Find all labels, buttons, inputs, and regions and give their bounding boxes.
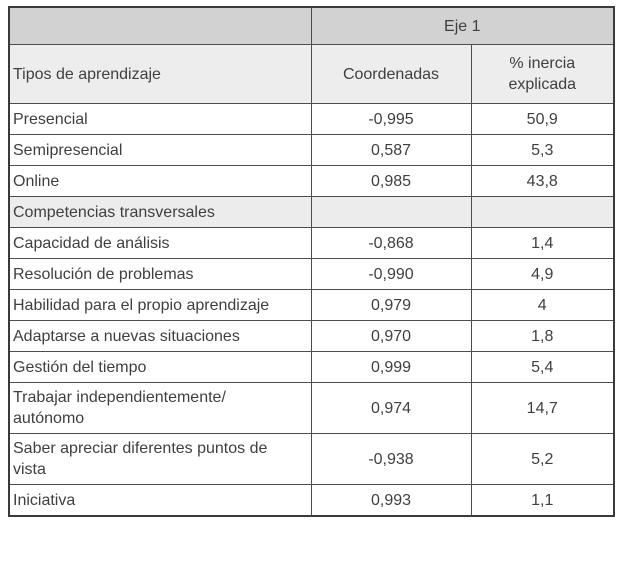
inercia-cell: 43,8: [470, 165, 615, 197]
coordenadas-cell: 0,993: [310, 484, 472, 517]
row-label-cell: Presencial: [8, 103, 312, 135]
data-row: Gestión del tiempo 0,999 5,4: [8, 351, 615, 383]
coordenadas-cell: 0,979: [310, 289, 472, 321]
col-header-coordenadas: Coordenadas: [310, 44, 472, 104]
coordenadas-cell: -0,995: [310, 103, 472, 135]
results-table-container: Eje 1 Tipos de aprendizaje Coordenadas %…: [8, 6, 615, 517]
row-label-cell: Capacidad de análisis: [8, 227, 312, 259]
row-label-cell: Online: [8, 165, 312, 197]
table-body: Presencial -0,995 50,9 Semipresencial 0,587 5…: [8, 103, 615, 517]
inercia-cell: 1,1: [470, 484, 615, 517]
coordenadas-cell: 0,999: [310, 351, 472, 383]
col-header-tipos-de-aprendizaje: Tipos de aprendizaje: [8, 44, 312, 104]
col-header-inercia-explicada: % inercia explicada: [470, 44, 615, 104]
coordenadas-cell: -0,990: [310, 258, 472, 290]
row-label-cell: Iniciativa: [8, 484, 312, 517]
section-row: Competencias transversales: [8, 196, 615, 228]
row-label-cell: Gestión del tiempo: [8, 351, 312, 383]
data-row: Semipresencial 0,587 5,3: [8, 134, 615, 166]
data-row: Resolución de problemas -0,990 4,9: [8, 258, 615, 290]
corner-cell: [8, 6, 312, 45]
data-row: Saber apreciar diferentes puntos de vist…: [8, 433, 615, 485]
data-row: Adaptarse a nuevas situaciones 0,970 1,8: [8, 320, 615, 352]
inercia-cell: 1,4: [470, 227, 615, 259]
row-label-cell: Trabajar independientemente/ autónomo: [8, 382, 312, 434]
axis-header-cell: Eje 1: [310, 6, 615, 45]
column-header-row: Tipos de aprendizaje Coordenadas % inerc…: [8, 44, 615, 104]
inercia-cell: 5,3: [470, 134, 615, 166]
inercia-cell: 4,9: [470, 258, 615, 290]
data-row: Presencial -0,995 50,9: [8, 103, 615, 135]
row-label-cell: Semipresencial: [8, 134, 312, 166]
coordenadas-cell: [310, 196, 472, 228]
data-row: Trabajar independientemente/ autónomo 0,9…: [8, 382, 615, 434]
row-label-cell: Resolución de problemas: [8, 258, 312, 290]
axis-header-row: Eje 1: [8, 6, 615, 45]
results-table: Eje 1 Tipos de aprendizaje Coordenadas %…: [8, 6, 615, 517]
inercia-cell: 50,9: [470, 103, 615, 135]
row-label-cell: Habilidad para el propio aprendizaje: [8, 289, 312, 321]
row-label-cell: Saber apreciar diferentes puntos de vist…: [8, 433, 312, 485]
inercia-cell: 5,4: [470, 351, 615, 383]
coordenadas-cell: 0,985: [310, 165, 472, 197]
coordenadas-cell: -0,868: [310, 227, 472, 259]
coordenadas-cell: 0,974: [310, 382, 472, 434]
inercia-cell: 5,2: [470, 433, 615, 485]
data-row: Online 0,985 43,8: [8, 165, 615, 197]
data-row: Habilidad para el propio aprendizaje 0,97…: [8, 289, 615, 321]
data-row: Iniciativa 0,993 1,1: [8, 484, 615, 517]
data-row: Capacidad de análisis -0,868 1,4: [8, 227, 615, 259]
coordenadas-cell: -0,938: [310, 433, 472, 485]
inercia-cell: 14,7: [470, 382, 615, 434]
coordenadas-cell: 0,970: [310, 320, 472, 352]
section-label-cell: Competencias transversales: [8, 196, 312, 228]
row-label-cell: Adaptarse a nuevas situaciones: [8, 320, 312, 352]
coordenadas-cell: 0,587: [310, 134, 472, 166]
inercia-cell: 4: [470, 289, 615, 321]
inercia-cell: [470, 196, 615, 228]
inercia-cell: 1,8: [470, 320, 615, 352]
